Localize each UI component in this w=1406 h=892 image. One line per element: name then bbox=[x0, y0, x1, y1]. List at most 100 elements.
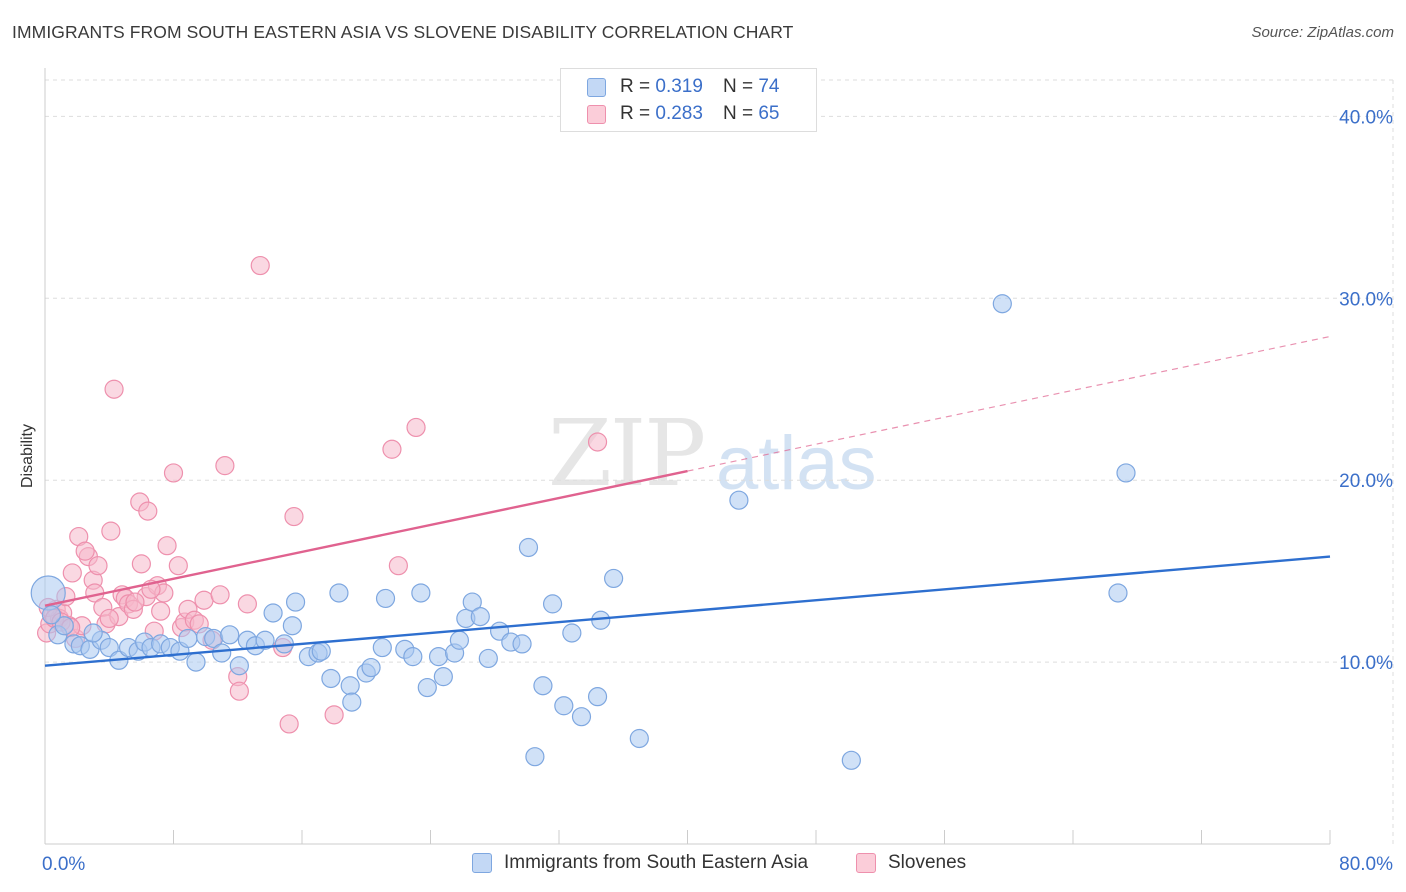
legend-r-label-2: R = bbox=[620, 103, 651, 124]
point-blue-33 bbox=[321, 668, 341, 689]
point-blue-72 bbox=[41, 605, 62, 625]
y-tick-label-1: 20.0% bbox=[1339, 471, 1393, 492]
point-blue-71 bbox=[1108, 583, 1128, 603]
bottom-legend-label-2: Slovenes bbox=[888, 852, 967, 873]
point-blue-25 bbox=[255, 630, 275, 650]
trend-line-blue bbox=[44, 555, 1331, 667]
point-blue-69 bbox=[992, 294, 1012, 314]
legend-n-value-1: 74 bbox=[758, 76, 780, 97]
point-blue-68 bbox=[841, 750, 861, 770]
point-blue-45 bbox=[428, 647, 449, 667]
point-blue-63 bbox=[587, 687, 608, 707]
point-blue-61 bbox=[562, 623, 582, 643]
point-blue-55 bbox=[512, 634, 532, 654]
point-pink-19 bbox=[104, 379, 124, 399]
point-blue-16 bbox=[178, 628, 198, 649]
y-tick-label-2: 30.0% bbox=[1339, 289, 1393, 310]
point-blue-65 bbox=[604, 568, 624, 589]
point-blue-36 bbox=[342, 692, 362, 712]
point-pink-61 bbox=[125, 592, 145, 612]
point-pink-42 bbox=[215, 456, 235, 476]
point-pink-54 bbox=[587, 432, 608, 452]
bottom-legend: Immigrants from South Eastern Asia Slove… bbox=[0, 852, 1406, 876]
point-blue-70 bbox=[1116, 463, 1136, 483]
point-blue-38 bbox=[361, 657, 381, 678]
point-pink-52 bbox=[388, 556, 408, 576]
point-pink-48 bbox=[279, 714, 299, 734]
point-blue-48 bbox=[449, 630, 470, 650]
point-blue-34 bbox=[329, 583, 349, 603]
bottom-legend-item-2: Slovenes bbox=[856, 852, 966, 874]
point-blue-50 bbox=[462, 592, 482, 612]
legend-swatch-pink bbox=[587, 104, 606, 124]
trend-line-pink bbox=[44, 469, 688, 607]
bottom-legend-item-1: Immigrants from South Eastern Asia bbox=[472, 852, 808, 874]
point-blue-58 bbox=[533, 676, 553, 696]
point-blue-22 bbox=[229, 656, 249, 676]
point-blue-35 bbox=[340, 676, 360, 696]
correlation-legend: R = 0.319 N = 74 R = 0.283 N = 65 bbox=[560, 68, 817, 132]
legend-n-value-2: 65 bbox=[758, 103, 780, 124]
bottom-legend-swatch-blue bbox=[472, 853, 492, 873]
point-pink-28 bbox=[138, 501, 158, 521]
point-blue-44 bbox=[417, 677, 437, 698]
point-pink-15 bbox=[88, 556, 108, 576]
point-pink-49 bbox=[284, 506, 304, 527]
point-pink-41 bbox=[210, 585, 230, 605]
point-blue-60 bbox=[554, 696, 574, 716]
point-pink-59 bbox=[75, 541, 95, 561]
legend-swatch-blue bbox=[587, 77, 606, 97]
point-blue-17 bbox=[186, 652, 206, 672]
point-blue-42 bbox=[403, 647, 423, 667]
y-tick-label-0: 10.0% bbox=[1339, 653, 1393, 674]
legend-row-series1: R = 0.319 N = 74 bbox=[587, 76, 779, 98]
point-pink-60 bbox=[99, 608, 119, 629]
source-label: Source: ZipAtlas.com bbox=[1251, 24, 1394, 41]
point-blue-66 bbox=[629, 728, 649, 749]
point-pink-50 bbox=[324, 705, 344, 725]
point-blue-51 bbox=[470, 607, 490, 627]
point-blue-52 bbox=[478, 648, 498, 669]
legend-n-label-1: N = bbox=[722, 76, 754, 97]
point-blue-39 bbox=[372, 637, 392, 658]
legend-r-value-2: 0.283 bbox=[655, 103, 703, 124]
point-blue-40 bbox=[375, 588, 396, 609]
legend-n-label-2: N = bbox=[722, 103, 754, 124]
point-pink-63 bbox=[151, 601, 171, 621]
point-pink-53 bbox=[406, 417, 426, 438]
bottom-legend-swatch-pink bbox=[856, 853, 876, 873]
point-blue-26 bbox=[263, 603, 283, 623]
point-pink-26 bbox=[131, 554, 151, 574]
point-blue-2 bbox=[54, 616, 74, 636]
point-blue-62 bbox=[571, 707, 592, 727]
point-blue-20 bbox=[212, 643, 232, 663]
bottom-legend-label-1: Immigrants from South Eastern Asia bbox=[504, 852, 809, 873]
point-pink-8 bbox=[62, 563, 82, 583]
point-pink-33 bbox=[163, 463, 184, 483]
point-blue-29 bbox=[285, 592, 306, 612]
point-blue-28 bbox=[282, 616, 302, 636]
point-blue-67 bbox=[729, 490, 749, 510]
watermark-zip: ZIP bbox=[548, 400, 706, 507]
point-pink-44 bbox=[229, 681, 249, 701]
point-blue-57 bbox=[525, 747, 545, 767]
point-blue-21 bbox=[220, 625, 240, 645]
point-blue-73 bbox=[83, 623, 103, 643]
point-pink-51 bbox=[382, 439, 402, 459]
point-blue-59 bbox=[542, 594, 563, 614]
point-blue-32 bbox=[311, 641, 331, 661]
legend-r-label-1: R = bbox=[620, 76, 651, 97]
point-blue-43 bbox=[411, 583, 431, 603]
trend-line-dashed-pink bbox=[687, 335, 1331, 472]
point-pink-39 bbox=[194, 590, 214, 610]
point-pink-18 bbox=[101, 521, 121, 541]
x-tick-label-0: 0.0% bbox=[42, 854, 85, 875]
point-pink-46 bbox=[250, 255, 270, 276]
y-tick-label-3: 40.0% bbox=[1339, 107, 1393, 128]
point-blue-7 bbox=[99, 637, 119, 658]
point-blue-46 bbox=[433, 667, 453, 687]
point-blue-56 bbox=[518, 537, 539, 558]
point-pink-32 bbox=[157, 536, 177, 556]
legend-row-series2: R = 0.283 N = 65 bbox=[587, 103, 779, 125]
